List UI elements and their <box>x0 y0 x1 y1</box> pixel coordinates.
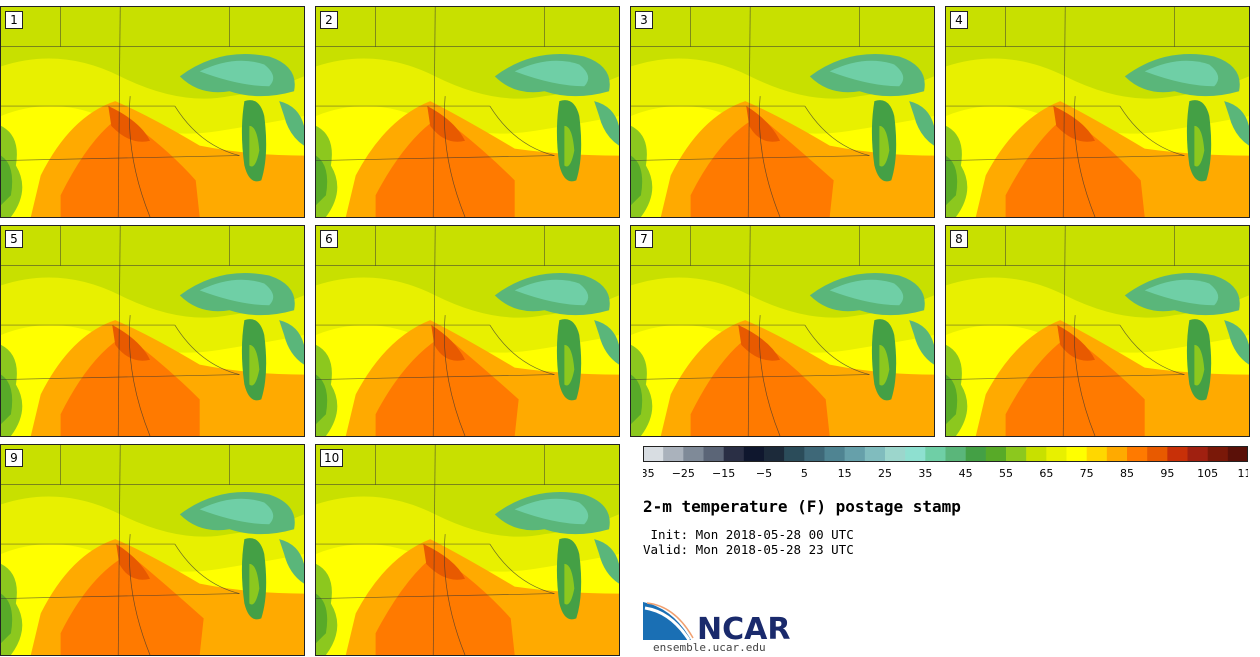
stamp-number: 2 <box>320 11 338 29</box>
colorbar-segment <box>683 446 704 462</box>
colorbar-segment <box>784 446 805 462</box>
colorbar-tick-labels: −35 −25 −15 −5 5 15 25 35 45 55 65 75 85 95 105 115 <box>643 467 1249 480</box>
colorbar-segment <box>1147 446 1168 462</box>
valid-time: Valid: Mon 2018-05-28 23 UTC <box>643 542 854 557</box>
colorbar-segment <box>723 446 745 462</box>
stamp-number: 5 <box>5 230 23 248</box>
stamp-number: 7 <box>635 230 653 248</box>
colorbar-tick-label: 75 <box>1080 467 1094 480</box>
postage-stamp-map-4: 4 <box>945 6 1250 218</box>
colorbar-tick-label: 15 <box>838 467 852 480</box>
colorbar-tick-label: −15 <box>712 467 735 480</box>
postage-stamp-map-1: 1 <box>0 6 305 218</box>
colorbar-segment <box>663 446 684 462</box>
colorbar-tick-label: −25 <box>672 467 695 480</box>
colorbar-segment <box>1086 446 1108 462</box>
colorbar-segment <box>1127 446 1148 462</box>
colorbar-tick-label: 95 <box>1160 467 1174 480</box>
colorbar-tick-label: 55 <box>999 467 1013 480</box>
colorbar-segment <box>1106 446 1128 462</box>
colorbar-segment <box>1026 446 1047 462</box>
colorbar-tick-label: 25 <box>878 467 892 480</box>
colorbar-segment <box>925 446 946 462</box>
colorbar-segment <box>804 446 825 462</box>
temperature-field <box>631 226 934 436</box>
temperature-field <box>316 7 619 217</box>
colorbar-segment <box>643 446 664 462</box>
colorbar-tick-label: 65 <box>1039 467 1053 480</box>
ncar-logo: NCAR <box>643 602 790 644</box>
colorbar-segment <box>1046 446 1067 462</box>
colorbar-segment <box>1006 446 1027 462</box>
colorbar-tick-label: 45 <box>959 467 973 480</box>
stamp-number: 4 <box>950 11 968 29</box>
postage-stamp-map-9: 9 <box>0 444 305 656</box>
colorbar-segment <box>1187 446 1208 462</box>
colorbar-tick-label: 35 <box>918 467 932 480</box>
colorbar-tick-label: 115 <box>1238 467 1249 480</box>
colorbar-segment <box>1167 446 1188 462</box>
colorbar-segment <box>703 446 724 462</box>
stamp-number: 9 <box>5 449 23 467</box>
init-time: Init: Mon 2018-05-28 00 UTC <box>643 527 854 542</box>
stamp-number: 8 <box>950 230 968 248</box>
colorbar-tick-label: 85 <box>1120 467 1134 480</box>
colorbar-segment <box>1066 446 1087 462</box>
temperature-field <box>946 226 1249 436</box>
temperature-field <box>1 226 304 436</box>
logo-url-text: ensemble.ucar.edu <box>653 641 766 654</box>
postage-stamp-map-5: 5 <box>0 225 305 437</box>
postage-stamp-map-7: 7 <box>630 225 935 437</box>
temperature-field <box>946 7 1249 217</box>
colorbar-tick-label: −35 <box>643 467 655 480</box>
colorbar-segment <box>764 446 785 462</box>
colorbar-segment <box>864 446 886 462</box>
postage-stamp-map-6: 6 <box>315 225 620 437</box>
colorbar-segment <box>743 446 765 462</box>
stamp-number: 3 <box>635 11 653 29</box>
postage-stamp-map-10: 10 <box>315 444 620 656</box>
postage-stamp-map-2: 2 <box>315 6 620 218</box>
colorbar-segment <box>945 446 966 462</box>
stamp-number: 10 <box>320 449 344 467</box>
colorbar-segment <box>1227 446 1248 462</box>
postage-stamp-map-8: 8 <box>945 225 1250 437</box>
colorbar-segment <box>824 446 845 462</box>
colorbar-segment <box>885 446 906 462</box>
colorbar-tick-label: 5 <box>801 467 808 480</box>
temperature-field <box>1 7 304 217</box>
postage-stamp-map-3: 3 <box>630 6 935 218</box>
colorbar-segment <box>965 446 987 462</box>
stamp-number: 1 <box>5 11 23 29</box>
ncar-wordmark: NCAR <box>697 612 790 644</box>
colorbar-tick-label: −5 <box>756 467 772 480</box>
temperature-field <box>1 445 304 655</box>
temperature-colorbar <box>643 446 1248 462</box>
chart-title: 2-m temperature (F) postage stamp <box>643 497 961 516</box>
colorbar-segment <box>1207 446 1229 462</box>
temperature-field <box>631 7 934 217</box>
colorbar-segment <box>905 446 926 462</box>
temperature-field <box>316 445 619 655</box>
stamp-number: 6 <box>320 230 338 248</box>
colorbar-tick-label: 105 <box>1197 467 1218 480</box>
colorbar-segment <box>985 446 1007 462</box>
temperature-field <box>316 226 619 436</box>
colorbar-segment <box>844 446 866 462</box>
